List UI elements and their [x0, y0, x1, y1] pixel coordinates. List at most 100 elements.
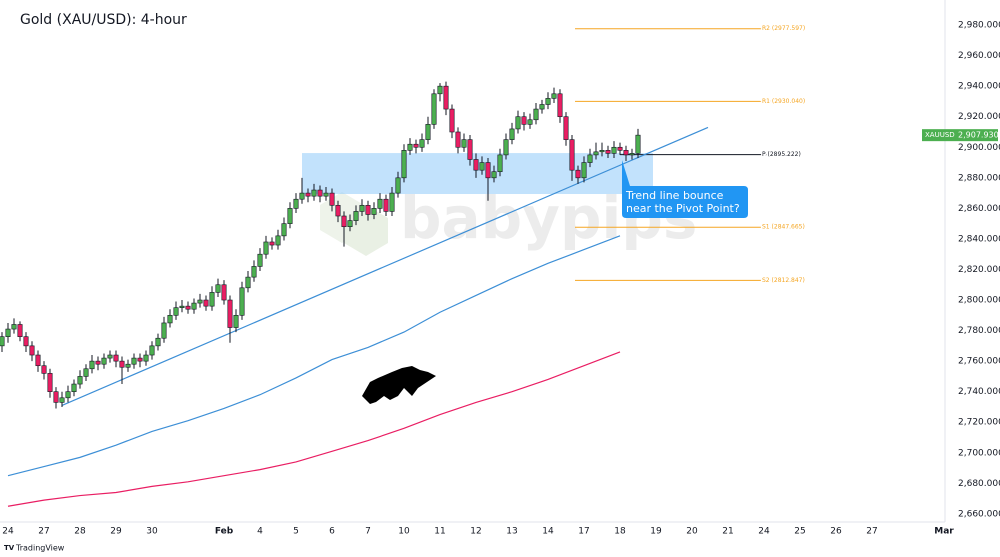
- candle-body: [575, 169, 581, 179]
- y-tick-label: 2,880.000: [958, 173, 1000, 183]
- x-tick-label: 7: [365, 527, 371, 537]
- candle-body: [137, 357, 143, 362]
- candle-body: [203, 299, 209, 307]
- x-tick-label: 30: [146, 527, 158, 537]
- candle-body: [119, 360, 125, 368]
- price-tag-label: 2,907.930: [958, 131, 999, 140]
- candle-body: [521, 116, 527, 125]
- candle-body: [233, 315, 239, 328]
- x-tick-label: 12: [470, 527, 481, 537]
- candle-body: [581, 162, 587, 179]
- candle-body: [0, 336, 5, 347]
- candle-body: [71, 383, 77, 392]
- candle-body: [605, 150, 611, 154]
- y-tick-label: 2,820.000: [958, 265, 1000, 275]
- candle-body: [359, 205, 365, 212]
- candle-body: [419, 139, 425, 148]
- y-tick-label: 2,980.000: [958, 21, 1000, 31]
- candle-body: [281, 223, 287, 237]
- candle-body: [209, 292, 215, 307]
- candle-body: [239, 287, 245, 316]
- candle-body: [335, 205, 341, 217]
- candle-body: [17, 324, 23, 337]
- candle-body: [221, 284, 227, 301]
- callout: [622, 160, 748, 218]
- candle-body: [539, 104, 545, 110]
- candle-body: [311, 189, 317, 197]
- y-tick-label: 2,700.000: [958, 448, 1000, 458]
- x-tick-label: 14: [542, 527, 554, 537]
- y-tick-label: 2,840.000: [958, 234, 1000, 244]
- candle-body: [269, 241, 275, 246]
- candle-body: [305, 192, 311, 197]
- x-tick-label: 29: [110, 527, 122, 537]
- candle-body: [29, 345, 35, 356]
- candle-body: [497, 154, 503, 173]
- moving-average: [7, 351, 621, 507]
- candle-body: [443, 85, 449, 110]
- chart-title: Gold (XAU/USD): 4-hour: [20, 12, 187, 28]
- y-tick-label: 2,680.000: [958, 479, 1000, 489]
- pivot-label: S2 (2812.847): [762, 277, 805, 284]
- candle-body: [167, 315, 173, 324]
- y-tick-label: 2,720.000: [958, 418, 1000, 428]
- x-tick-label: 20: [686, 527, 698, 537]
- pivot-label: R1 (2930.040): [762, 98, 805, 105]
- candle-body: [65, 391, 71, 399]
- candle-body: [101, 357, 107, 365]
- x-tick-label: 25: [794, 527, 805, 537]
- y-tick-label: 2,960.000: [958, 51, 1000, 61]
- candle-body: [53, 391, 59, 403]
- candle-body: [185, 305, 191, 310]
- candle-body: [515, 116, 521, 130]
- x-tick-label: 17: [578, 527, 589, 537]
- price-tag-symbol-bg: [922, 129, 956, 142]
- x-tick-label: 27: [38, 527, 49, 537]
- y-tick-label: 2,760.000: [958, 357, 1000, 367]
- candle-body: [413, 143, 419, 148]
- candle-body: [59, 397, 65, 403]
- candle-body: [197, 299, 203, 304]
- candle-body: [551, 93, 557, 99]
- y-tick-label: 2,800.000: [958, 296, 1000, 306]
- candle-body: [47, 373, 53, 392]
- trend-line: [61, 126, 709, 406]
- x-tick-label: 10: [398, 527, 410, 537]
- candle-body: [377, 198, 383, 209]
- x-tick-label: 28: [74, 527, 86, 537]
- x-tick-label: 24: [758, 527, 770, 537]
- candle-body: [257, 253, 263, 267]
- candle-body: [467, 139, 473, 160]
- candle-body: [5, 328, 11, 337]
- candle-body: [527, 119, 533, 125]
- x-tick-label: 18: [614, 527, 626, 537]
- candle-body: [431, 93, 437, 125]
- candle-body: [485, 162, 491, 179]
- candle-body: [251, 266, 257, 278]
- price-tag: [956, 129, 998, 142]
- pivot-label: S1 (2847.665): [762, 224, 805, 231]
- candle-body: [629, 153, 635, 156]
- candle-body: [437, 85, 443, 95]
- candle-body: [623, 150, 629, 156]
- candle-body: [23, 336, 29, 347]
- candle-body: [293, 198, 299, 209]
- candle-body: [227, 299, 233, 328]
- candle-body: [83, 368, 89, 377]
- candle-body: [389, 192, 395, 212]
- candle-body: [95, 360, 101, 365]
- candle-body: [635, 134, 641, 154]
- callout-text: near the Pivot Point?: [626, 202, 740, 215]
- callout-text: Trend line bounce: [625, 189, 724, 202]
- candle-body: [179, 305, 185, 308]
- candle-body: [533, 108, 539, 121]
- x-tick-label: 26: [830, 527, 842, 537]
- x-tick-label: 4: [257, 527, 263, 537]
- candle-body: [173, 307, 179, 316]
- candle-body: [299, 192, 305, 200]
- candle-body: [503, 139, 509, 156]
- candle-body: [329, 192, 335, 206]
- candle-body: [401, 150, 407, 179]
- candle-body: [41, 365, 47, 374]
